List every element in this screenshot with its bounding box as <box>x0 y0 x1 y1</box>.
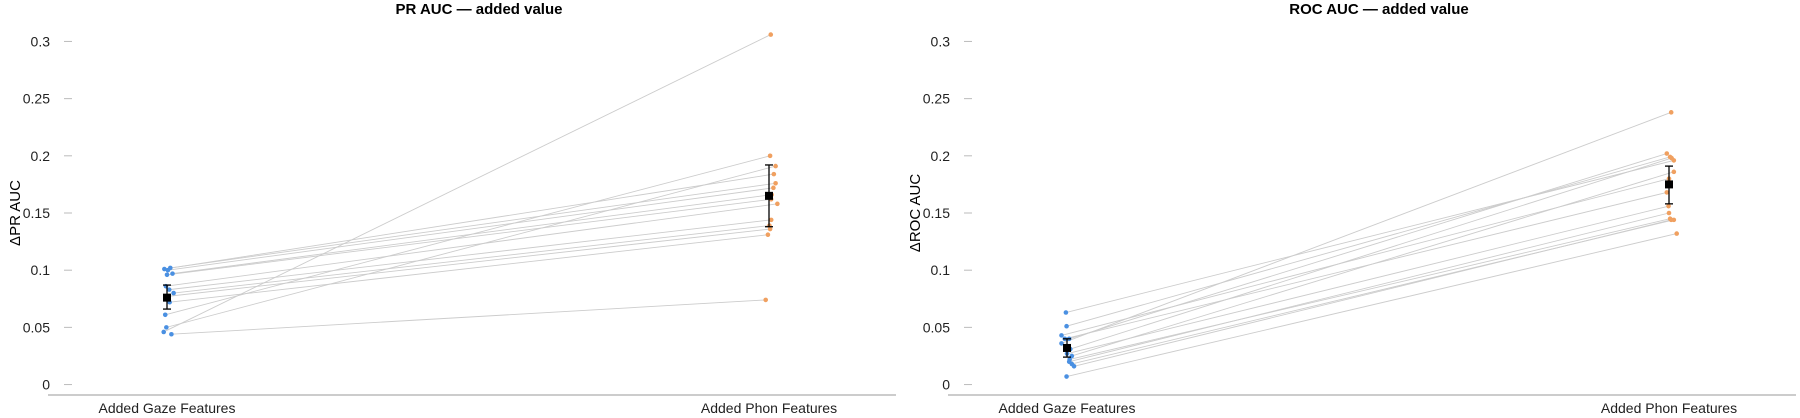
y-tick-label: 0.05 <box>923 319 950 335</box>
phon-point <box>1668 110 1674 115</box>
pair-line <box>1071 171 1674 357</box>
mean-marker-gaze <box>163 293 171 302</box>
pair-line <box>1061 111 1672 344</box>
chart-panel-1: PR AUC — added value ΔPR AUC 0 0.05 0.1 0.15 0… <box>7 1 896 416</box>
phon-point <box>771 171 777 177</box>
pair-line <box>164 173 774 270</box>
y-tick-label: 0.3 <box>31 33 51 49</box>
mean-marker-phon <box>1665 180 1673 189</box>
pair-line <box>166 165 776 328</box>
y-tick-label: 0.2 <box>931 148 951 164</box>
gaze-point <box>162 312 168 318</box>
phon-point <box>768 217 774 223</box>
pair-line <box>165 203 778 287</box>
gaze-point <box>1064 374 1069 379</box>
phon-point <box>765 232 771 238</box>
phon-point <box>1666 203 1671 209</box>
phon-point <box>1671 217 1677 223</box>
pair-line <box>1073 219 1672 367</box>
pair-line <box>166 198 772 276</box>
pair-line <box>166 228 771 297</box>
x-category-label: Added Gaze Features <box>999 400 1136 416</box>
gaze-point <box>1064 323 1069 329</box>
phon-point <box>1664 190 1670 195</box>
phon-point <box>768 32 774 37</box>
pair-line <box>1066 233 1677 377</box>
gaze-point <box>168 265 173 271</box>
x-category-label: Added Phon Features <box>1601 400 1737 416</box>
phon-point <box>767 226 773 232</box>
gaze-point <box>161 329 166 335</box>
gaze-point <box>166 287 172 292</box>
y-tick-label: 0.25 <box>923 91 950 107</box>
phon-point <box>1664 151 1670 156</box>
gaze-point <box>1071 363 1077 369</box>
phon-point <box>1674 231 1679 236</box>
pair-line <box>1066 205 1669 355</box>
y-tick-label: 0.25 <box>23 91 50 107</box>
y-tick-label: 0.15 <box>23 205 50 221</box>
gaze-point <box>1063 310 1069 315</box>
pair-line <box>1070 157 1672 350</box>
pair-line <box>1066 156 1671 327</box>
pair-line <box>1061 178 1670 336</box>
phon-point <box>775 201 780 207</box>
pair-line <box>165 155 771 316</box>
phon-point <box>767 153 773 159</box>
x-category-label: Added Gaze Features <box>99 400 236 416</box>
y-tick-label: 0.2 <box>31 148 51 164</box>
pair-line <box>173 225 770 294</box>
gaze-point <box>164 325 169 330</box>
pair-line <box>1069 153 1667 340</box>
y-axis-label: ΔPR AUC <box>7 180 24 246</box>
phon-point <box>771 185 776 191</box>
y-tick-label: 0.05 <box>23 319 50 335</box>
pair-line <box>163 34 771 333</box>
phon-point <box>1666 210 1672 216</box>
gaze-point <box>1059 341 1064 346</box>
phon-point <box>773 180 778 186</box>
chart-title: ROC AUC — added value <box>1289 1 1468 18</box>
gaze-point <box>1059 333 1064 338</box>
y-tick-label: 0.3 <box>931 33 951 49</box>
gaze-point <box>169 331 174 337</box>
chart-title: PR AUC — added value <box>396 1 563 18</box>
pair-line <box>1069 218 1671 360</box>
y-tick-label: 0 <box>942 377 950 393</box>
y-tick-label: 0.1 <box>931 262 951 278</box>
y-axis-label: ΔROC AUC <box>907 174 924 253</box>
pair-line <box>167 187 774 271</box>
y-tick-label: 0.15 <box>923 205 950 221</box>
gaze-point <box>171 290 176 296</box>
phon-point <box>773 163 778 169</box>
pair-line <box>170 182 776 269</box>
mean-marker-gaze <box>1063 343 1071 352</box>
phon-point <box>1671 158 1677 163</box>
x-category-label: Added Phon Features <box>701 400 837 416</box>
pair-line <box>1065 159 1674 313</box>
pair-line <box>169 234 768 303</box>
gaze-point <box>162 266 167 272</box>
pair-line <box>169 219 772 291</box>
gaze-point <box>170 271 175 276</box>
chart-panel-2: ROC AUC — added value ΔROC AUC 0 0.05 0.1 0.1… <box>907 1 1796 416</box>
phon-point <box>1671 169 1677 175</box>
pair-line <box>1069 212 1670 363</box>
mean-marker-phon <box>765 191 773 200</box>
y-tick-label: 0.1 <box>31 262 51 278</box>
gaze-point <box>164 272 170 278</box>
y-tick-label: 0 <box>42 377 50 393</box>
phon-point <box>763 297 768 303</box>
pair-line <box>171 299 766 335</box>
